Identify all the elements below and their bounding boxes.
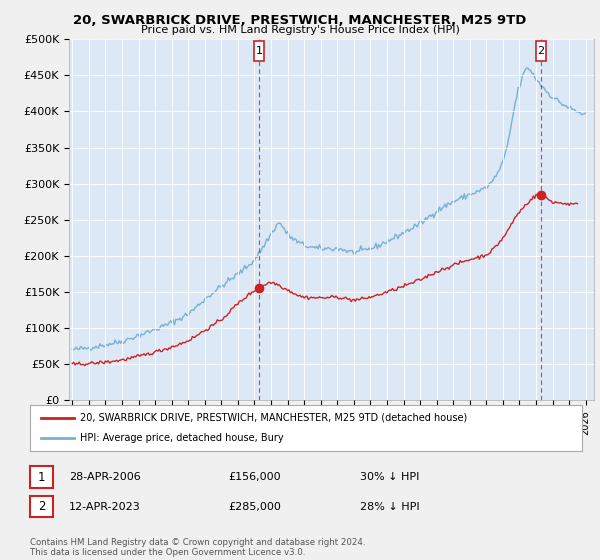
Text: £285,000: £285,000 [228,502,281,512]
Text: 12-APR-2023: 12-APR-2023 [69,502,141,512]
Text: 20, SWARBRICK DRIVE, PRESTWICH, MANCHESTER, M25 9TD (detached house): 20, SWARBRICK DRIVE, PRESTWICH, MANCHEST… [80,413,467,423]
Text: £156,000: £156,000 [228,472,281,482]
Text: HPI: Average price, detached house, Bury: HPI: Average price, detached house, Bury [80,433,283,443]
Text: 28-APR-2006: 28-APR-2006 [69,472,141,482]
Text: 30% ↓ HPI: 30% ↓ HPI [360,472,419,482]
Text: 2: 2 [537,46,544,56]
Text: Contains HM Land Registry data © Crown copyright and database right 2024.
This d: Contains HM Land Registry data © Crown c… [30,538,365,557]
Text: 2: 2 [38,500,45,514]
FancyBboxPatch shape [254,41,265,61]
Text: Price paid vs. HM Land Registry's House Price Index (HPI): Price paid vs. HM Land Registry's House … [140,25,460,35]
FancyBboxPatch shape [536,41,545,61]
Text: 20, SWARBRICK DRIVE, PRESTWICH, MANCHESTER, M25 9TD: 20, SWARBRICK DRIVE, PRESTWICH, MANCHEST… [73,14,527,27]
Text: 1: 1 [38,470,45,484]
Text: 28% ↓ HPI: 28% ↓ HPI [360,502,419,512]
Text: 1: 1 [256,46,263,56]
